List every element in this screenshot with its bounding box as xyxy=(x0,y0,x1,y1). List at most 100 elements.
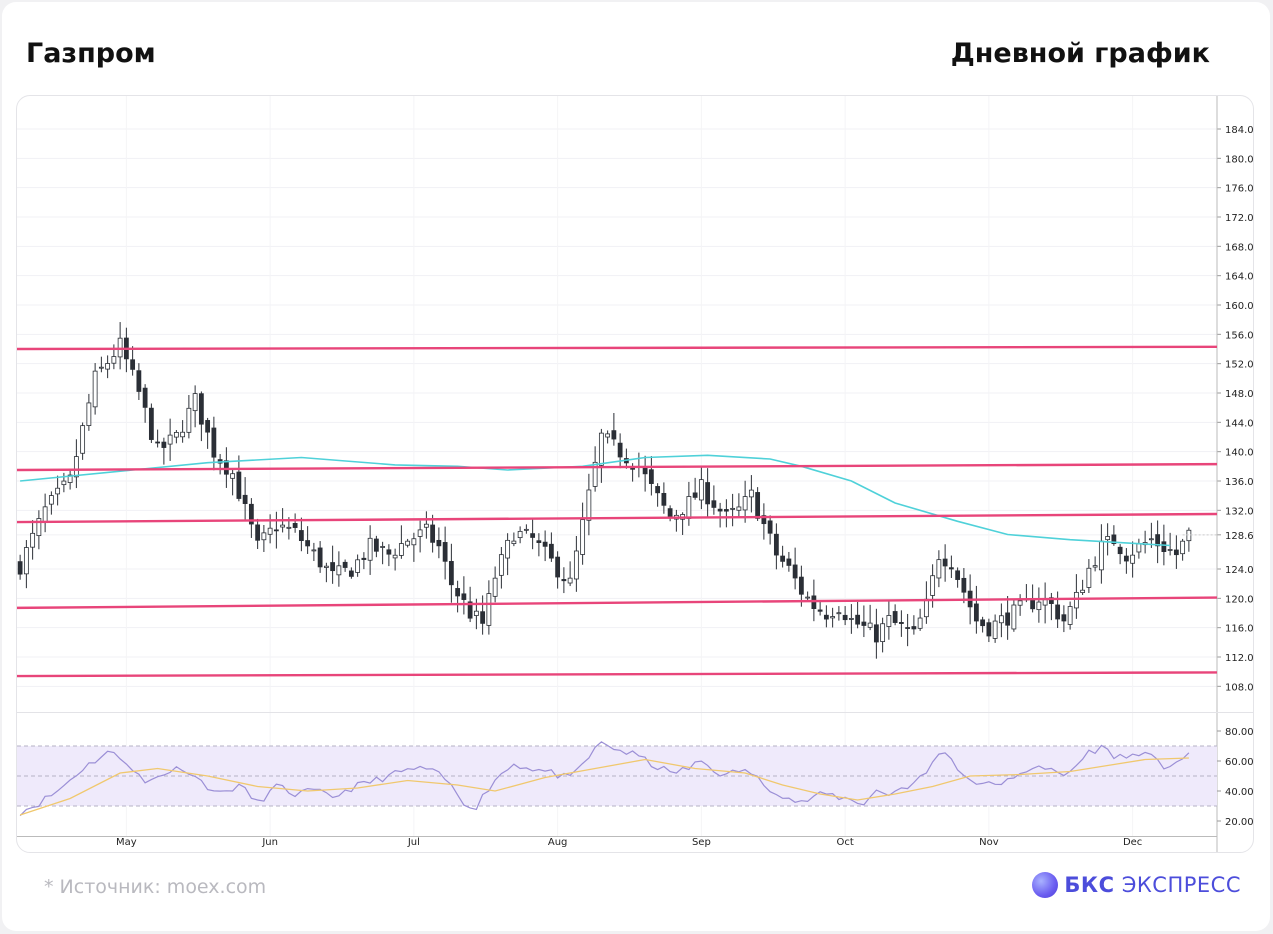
candle-body xyxy=(761,515,767,525)
candle-body xyxy=(1130,554,1136,564)
candle-body xyxy=(192,393,198,412)
candle-body xyxy=(142,387,148,408)
candle-body xyxy=(467,601,473,619)
candle-body xyxy=(855,614,861,625)
level-109-line xyxy=(17,671,1218,678)
candle-body xyxy=(1105,536,1111,541)
candle-body xyxy=(717,508,723,512)
price-tick-label: 152.00 xyxy=(1225,360,1253,371)
candle-body xyxy=(1086,567,1092,588)
candle-body xyxy=(605,433,611,438)
chart-title-ticker: Газпром xyxy=(26,38,156,69)
candle-body xyxy=(530,533,536,538)
candle-body xyxy=(742,496,748,511)
month-label: Dec xyxy=(1123,837,1142,848)
candle-body xyxy=(98,366,104,369)
candle-body xyxy=(792,564,798,579)
candle-body xyxy=(492,577,498,597)
candle-body xyxy=(336,565,342,576)
price-tick-label: 168.00 xyxy=(1225,242,1253,253)
rsi-band xyxy=(17,746,1217,806)
candle-body xyxy=(80,425,86,454)
price-tick-label: 140.00 xyxy=(1225,448,1253,459)
candle-body xyxy=(242,494,248,504)
candle-body xyxy=(517,530,523,539)
candle-body xyxy=(823,614,829,620)
candle-body xyxy=(311,549,317,552)
candle-body xyxy=(417,529,423,537)
candle-body xyxy=(411,538,417,546)
rsi-tick-label: 80.00 xyxy=(1225,727,1253,738)
candle-body xyxy=(486,593,492,626)
candle-body xyxy=(1148,538,1154,541)
candle-body xyxy=(236,471,242,499)
candle-body xyxy=(686,496,692,519)
candle-body xyxy=(861,621,867,626)
candle-body xyxy=(173,432,179,438)
candle-body xyxy=(773,533,779,556)
candle-body xyxy=(267,527,273,535)
candle-body xyxy=(905,627,911,629)
candle-body xyxy=(842,614,848,621)
candle-body xyxy=(973,603,979,622)
candle-body xyxy=(1167,549,1173,551)
rsi-moving-average-line xyxy=(19,757,1189,816)
candle-body xyxy=(698,479,704,501)
brand-name-bold: БКС xyxy=(1064,873,1115,897)
price-chart-svg: 184.00 180.00 176.00 172.00 168.00 164.00 160.… xyxy=(17,96,1253,852)
candle-body xyxy=(736,506,742,511)
candle-body xyxy=(261,532,267,541)
chart-title-timeframe: Дневной график xyxy=(950,38,1210,69)
candle-body xyxy=(55,487,61,495)
candle-body xyxy=(286,526,292,529)
price-tick-label: 164.00 xyxy=(1225,272,1253,283)
candle-body xyxy=(280,524,286,528)
candle-body xyxy=(42,506,48,523)
brand-name: БКС ЭКСПРЕСС xyxy=(1064,873,1241,897)
candle-body xyxy=(1080,589,1086,593)
candle-body xyxy=(48,495,54,505)
month-label: Aug xyxy=(548,837,568,848)
month-label: Jun xyxy=(261,837,278,848)
candle-body xyxy=(567,577,573,584)
candle-body xyxy=(936,559,942,579)
month-label: May xyxy=(116,837,137,848)
candle-body xyxy=(1042,599,1048,606)
candle-body xyxy=(30,532,36,548)
candle-body xyxy=(405,540,411,546)
candle-body xyxy=(536,540,542,543)
candle-body xyxy=(17,561,23,575)
candle-body xyxy=(948,567,954,570)
candle-body xyxy=(767,520,773,534)
price-tick-label: 136.00 xyxy=(1225,477,1253,488)
candle-body xyxy=(355,559,361,573)
candle-body xyxy=(392,554,398,559)
candle-body xyxy=(655,486,661,494)
candle-body xyxy=(998,615,1004,624)
candle-body xyxy=(1123,555,1129,562)
candle-body xyxy=(211,427,217,458)
candle-body xyxy=(705,482,711,505)
rsi-tick-label: 20.00 xyxy=(1225,817,1253,828)
candle-body xyxy=(1005,612,1011,626)
candle-body xyxy=(436,539,442,547)
candle-body xyxy=(155,441,161,444)
candle-body xyxy=(36,518,42,537)
candle-body xyxy=(130,359,136,370)
candle-body xyxy=(73,456,79,478)
candle-body xyxy=(511,540,517,544)
candle-body xyxy=(105,363,111,370)
candle-body xyxy=(455,588,461,597)
candle-body xyxy=(755,492,761,519)
candle-body xyxy=(548,543,554,559)
candle-body xyxy=(648,469,654,484)
candle-body xyxy=(380,546,386,548)
candle-body xyxy=(1061,614,1067,622)
moving-average-line xyxy=(20,454,1171,547)
brand-logo-block: БКС ЭКСПРЕСС xyxy=(1032,872,1241,898)
candle-body xyxy=(592,461,598,487)
candle-body xyxy=(667,508,673,519)
candle-body xyxy=(423,523,429,528)
candle-body xyxy=(92,370,98,408)
candle-body xyxy=(255,524,261,541)
